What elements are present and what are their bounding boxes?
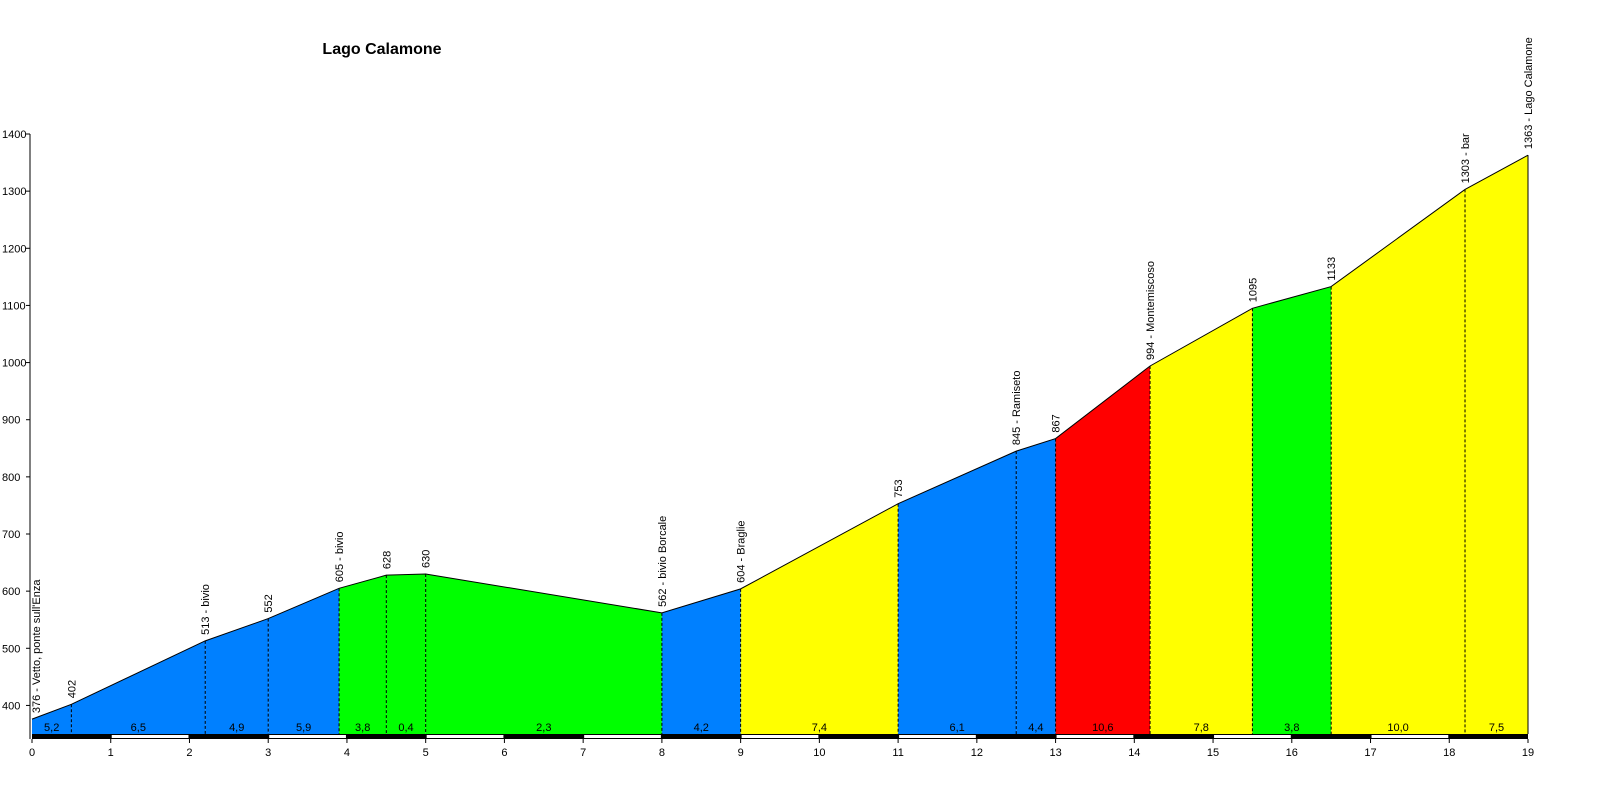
point-label-10: 845 - Ramiseto [1011,371,1023,446]
y-tick-label-800: 800 [2,472,20,484]
gradient-segment-15 [1465,155,1528,735]
x-tick-label-3: 3 [265,747,271,759]
grade-labels: 5,2 6,5 4,9 5,9 3,8 0,4 2,3 4,2 7,4 6,1 4,4 10,6 7,8… [44,722,1504,734]
grade-label-9: 6,1 [950,722,965,734]
point-label-5: 628 [381,551,393,569]
gradient-segment-9 [898,451,1017,734]
grade-label-13: 3,8 [1284,722,1299,734]
x-tick-label-11: 11 [892,747,903,759]
point-label-16: 1363 - Lago Calamone [1523,37,1535,149]
point-label-0: 376 - Vetto, ponte sull'Enza [31,579,43,713]
x-tick-label-7: 7 [580,747,586,759]
gradient-segment-1 [71,640,206,734]
gradient-segment-2 [205,618,269,734]
x-tick-label-0: 0 [29,747,35,759]
x-tick-label-5: 5 [423,747,429,759]
gradient-segment-3 [268,588,340,734]
point-label-1: 402 [66,680,78,698]
y-tick-label-1100: 1100 [2,300,26,312]
point-label-15: 1303 - bar [1460,133,1472,183]
distance-bar-block-7 [584,735,661,738]
grade-label-4: 3,8 [355,722,370,734]
x-tick-label-10: 10 [813,747,825,759]
point-label-8: 604 - Braglie [736,520,748,582]
y-tick-label-500: 500 [2,643,20,655]
x-tick-label-17: 17 [1364,747,1376,759]
y-tick-label-1000: 1000 [2,358,26,370]
x-tick-label-19: 19 [1522,747,1534,759]
distance-bar-block-9 [741,735,819,738]
point-label-14: 1133 [1326,257,1338,281]
point-label-7: 562 - bivio Borcale [657,516,669,607]
x-tick-label-18: 18 [1443,747,1455,759]
grade-label-1: 6,5 [131,722,146,734]
distance-bar-block-11 [899,735,976,738]
grade-label-8: 7,4 [812,722,827,734]
distance-bar-block-3 [269,735,346,738]
grade-label-3: 5,9 [296,722,311,734]
segment-dividers [70,155,1529,734]
y-tick-label-400: 400 [2,700,20,712]
point-label-2: 513 - bivio [200,584,212,635]
distance-bar-block-15 [1214,735,1291,738]
gradient-segment-0 [32,704,72,734]
grade-label-0: 5,2 [44,722,59,734]
grade-label-6: 2,3 [536,722,551,734]
y-tick-label-700: 700 [2,529,20,541]
grade-label-12: 7,8 [1194,722,1209,734]
x-tick-label-2: 2 [186,747,192,759]
x-tick-label-12: 12 [971,747,983,759]
point-label-9: 753 [893,479,905,497]
distance-bar-block-17 [1371,735,1449,738]
y-tick-label-600: 600 [2,586,20,598]
distance-bar-block-13 [1056,735,1134,738]
x-tick-label-6: 6 [501,747,507,759]
gradient-segment-8 [740,503,899,734]
gradient-segment-11 [1055,366,1151,734]
distance-bar [32,734,1528,739]
axes: 400 500 600 700 800 900 1000 1100 1200 1300 1400 0 1… [2,129,1534,759]
y-tick-label-900: 900 [2,415,20,427]
grade-label-15: 7,5 [1489,722,1504,734]
point-label-12: 994 - Montemiscoso [1145,261,1157,360]
point-label-3: 552 [263,594,275,612]
point-label-6: 630 [421,550,433,568]
gradient-segment-12 [1150,308,1253,734]
grade-label-10: 4,4 [1028,722,1043,734]
x-tick-label-14: 14 [1128,747,1140,759]
gradient-segment-7 [661,588,741,734]
grade-label-5: 0,4 [398,722,413,734]
x-tick-label-13: 13 [1049,747,1061,759]
gradient-segment-10 [1016,438,1056,734]
grade-label-14: 10,0 [1387,722,1408,734]
point-label-11: 867 [1051,414,1063,432]
y-tick-label-1200: 1200 [2,243,26,255]
distance-bar-block-5 [426,735,504,738]
gradient-segments [32,155,1528,735]
x-tick-label-15: 15 [1207,747,1219,759]
grade-label-2: 4,9 [229,722,244,734]
x-tick-label-8: 8 [659,747,665,759]
x-tick-label-16: 16 [1286,747,1298,759]
gradient-segment-6 [425,574,662,734]
grade-label-11: 10,6 [1092,722,1113,734]
gradient-segment-13 [1252,286,1332,734]
gradient-segment-4 [339,575,387,734]
gradient-segment-14 [1331,189,1466,734]
chart-title: Lago Calamone [322,41,441,58]
distance-bar-block-1 [111,735,189,738]
y-tick-label-1400: 1400 [2,129,26,141]
x-tick-label-9: 9 [738,747,744,759]
point-label-13: 1095 [1247,278,1259,302]
point-labels: 376 - Vetto, ponte sull'Enza 402 513 - biv… [31,37,1535,713]
x-tick-label-1: 1 [108,747,114,759]
gradient-segment-5 [386,574,426,734]
x-tick-label-4: 4 [344,747,350,759]
grade-label-7: 4,2 [694,722,709,734]
y-tick-label-1300: 1300 [2,186,26,198]
point-label-4: 605 - bivio [334,532,346,583]
